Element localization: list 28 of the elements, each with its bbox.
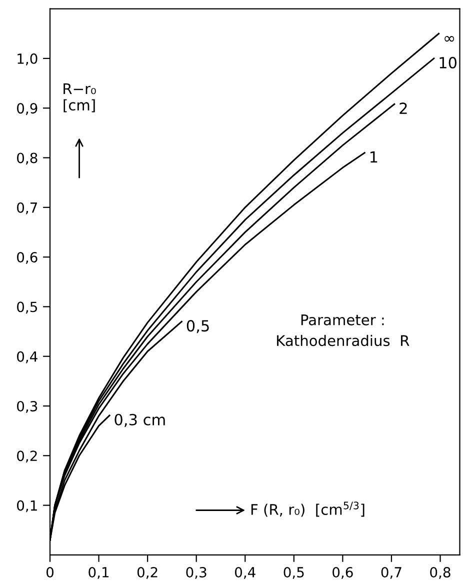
x-tick-label: 0,4 xyxy=(234,566,256,579)
series-label: 10 xyxy=(440,56,456,68)
y-tick-label: 0,4 xyxy=(17,351,38,364)
y-tick-label: 1,0 xyxy=(18,53,38,66)
series-label: 1 xyxy=(370,151,378,163)
series-label: 2 xyxy=(400,102,407,114)
series-label: 0,3 cm xyxy=(114,414,165,427)
annotation: Parameter : Kathodenradius R xyxy=(277,314,410,346)
y-tick-label: 0,3 xyxy=(17,400,38,413)
y-tick-label: 0,1 xyxy=(17,500,37,512)
x-tick-label: 0,3 xyxy=(186,566,206,579)
x-tick-label: 0 xyxy=(46,566,54,578)
x-axis-title: F (R, r₀) [cm$^{5/3}$] xyxy=(251,502,364,517)
series-label: 0,5 xyxy=(186,320,209,334)
y-tick-label: 0,5 xyxy=(17,302,37,314)
x-tick-label: 0,2 xyxy=(137,566,158,579)
x-tick-label: 0,1 xyxy=(88,566,109,579)
y-tick-label: 0,9 xyxy=(17,103,38,115)
y-tick-label: 0,8 xyxy=(17,152,38,165)
y-axis-title: R−r₀ [cm] xyxy=(64,83,96,112)
x-tick-label: 0,7 xyxy=(381,566,402,579)
series-label: ∞ xyxy=(444,36,454,42)
y-tick-label: 0,7 xyxy=(17,202,38,214)
x-tick-label: 0,8 xyxy=(430,566,450,579)
y-tick-label: 0,2 xyxy=(17,450,37,463)
x-tick-label: 0,6 xyxy=(332,566,353,579)
y-tick-label: 0,6 xyxy=(17,252,38,264)
x-tick-label: 0,5 xyxy=(284,566,304,579)
